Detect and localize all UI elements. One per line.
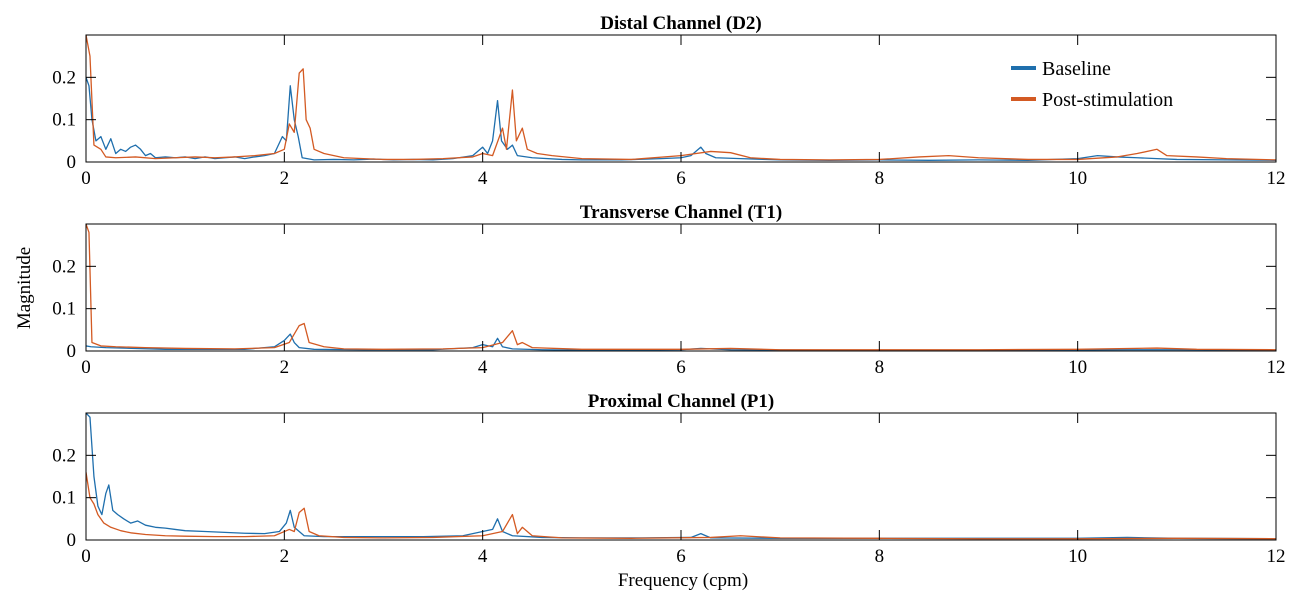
axes-box (85, 223, 1277, 352)
x-tick-label: 4 (478, 357, 488, 378)
x-tick-label: 2 (280, 168, 290, 189)
series-line-post-stimulation-panel-1 (86, 35, 1276, 161)
panel-title: Distal Channel (D2) (600, 13, 762, 34)
x-tick-label: 12 (1267, 357, 1286, 378)
panel-2: 0 2 4 6 8 10 12 0 0.1 0.2 Transverse Channel (T1) (52, 202, 1285, 378)
x-tick-label: 12 (1267, 546, 1286, 567)
y-tick-label: 0 (67, 152, 77, 173)
legend-label: Baseline (1042, 58, 1111, 80)
x-tick-label: 6 (676, 546, 686, 567)
series-line-baseline-panel-3 (86, 413, 1276, 540)
x-tick-label: 0 (81, 357, 91, 378)
panel-1: 0 2 4 6 8 10 12 0 0.1 0.2 Distal Channel (D2) (52, 13, 1285, 189)
legend: Baseline Post-stimulation (1011, 58, 1173, 111)
x-tick-label: 4 (478, 168, 488, 189)
x-tick-label: 4 (478, 546, 488, 567)
y-tick-label: 0.2 (52, 445, 76, 466)
x-tick-label: 6 (676, 357, 686, 378)
y-tick-label: 0 (67, 530, 77, 551)
y-tick-label: 0.2 (52, 67, 76, 88)
panel-3: 0 2 4 6 8 10 12 0 0.1 0.2 Proximal Channel (P1) (52, 391, 1285, 567)
x-tick-label: 12 (1267, 168, 1286, 189)
y-tick-label: 0.1 (52, 488, 76, 509)
x-tick-label: 2 (280, 357, 290, 378)
panels: 0 2 4 6 8 10 12 0 0.1 0.2 Distal Channel (D2) 0 2 4 6 8… (52, 13, 1285, 567)
x-axis-label: Frequency (cpm) (618, 570, 748, 591)
x-tick-label: 2 (280, 546, 290, 567)
x-tick-label: 10 (1068, 546, 1087, 567)
panel-title: Proximal Channel (P1) (588, 391, 774, 412)
axes-box (85, 412, 1277, 541)
x-tick-label: 8 (875, 546, 885, 567)
x-tick-label: 8 (875, 357, 885, 378)
x-tick-label: 6 (676, 168, 686, 189)
series-line-post-stimulation-panel-3 (86, 472, 1276, 540)
y-axis-label: Magnitude (14, 247, 35, 329)
y-tick-label: 0.1 (52, 299, 76, 320)
panel-title: Transverse Channel (T1) (580, 202, 782, 223)
x-tick-label: 0 (81, 546, 91, 567)
y-tick-label: 0 (67, 341, 77, 362)
series-line-post-stimulation-panel-2 (86, 224, 1276, 351)
x-tick-label: 10 (1068, 168, 1087, 189)
x-tick-label: 8 (875, 168, 885, 189)
x-tick-label: 0 (81, 168, 91, 189)
y-tick-label: 0.1 (52, 110, 76, 131)
y-tick-label: 0.2 (52, 256, 76, 277)
x-tick-label: 10 (1068, 357, 1087, 378)
legend-label: Post-stimulation (1042, 89, 1173, 111)
